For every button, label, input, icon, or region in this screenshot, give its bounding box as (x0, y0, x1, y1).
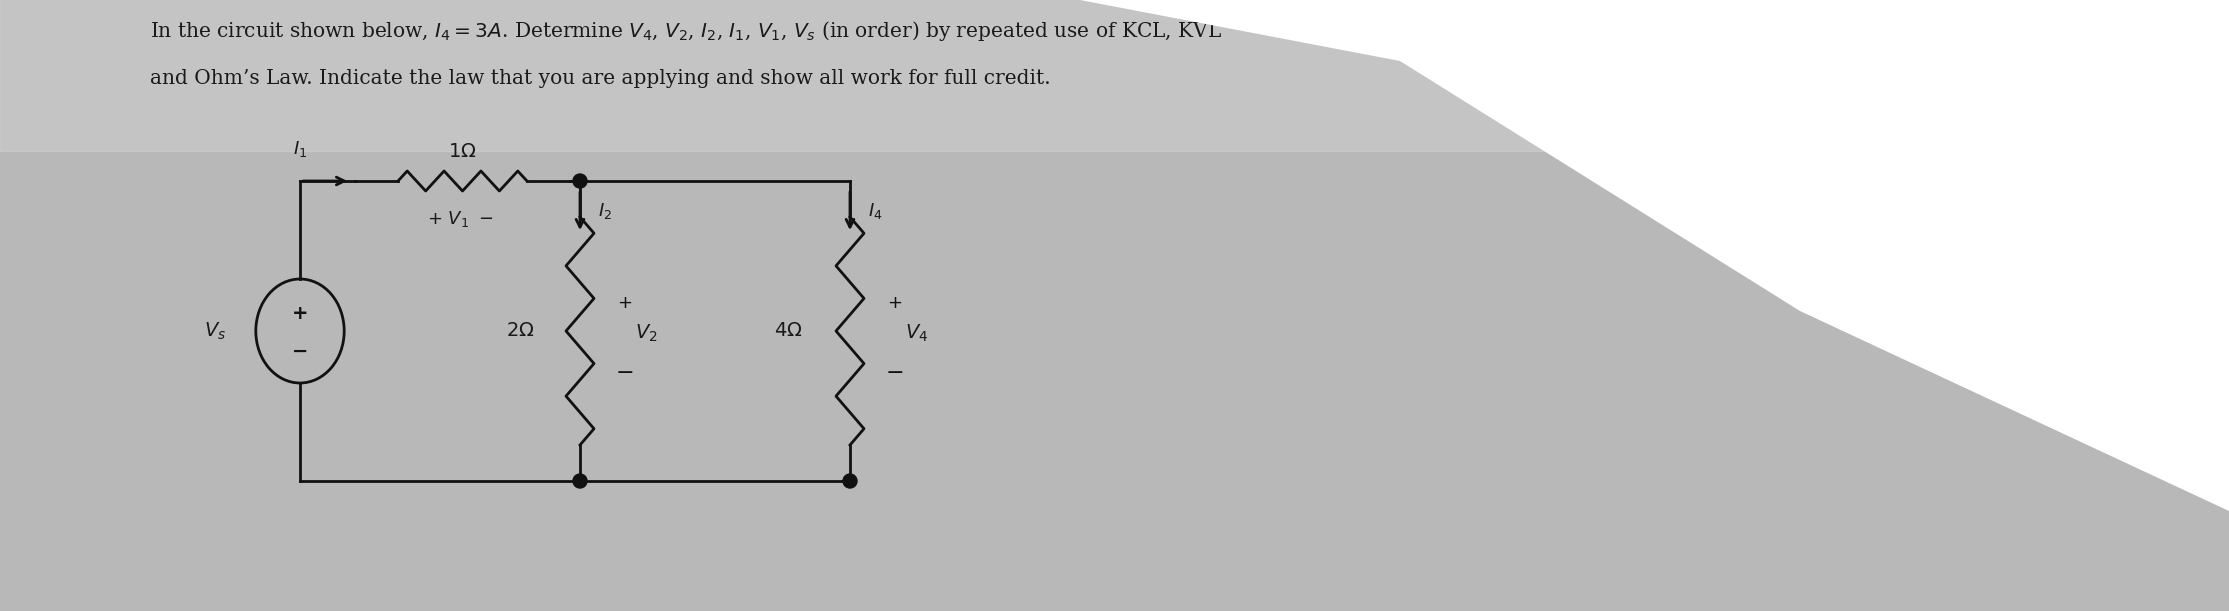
Bar (0, 0, 2229, 151)
Text: $2\Omega$: $2\Omega$ (506, 322, 535, 340)
Text: $I_4$: $I_4$ (867, 201, 883, 221)
Text: −: − (615, 363, 635, 383)
Text: $+\ V_1\ -$: $+\ V_1\ -$ (428, 209, 493, 229)
Circle shape (573, 474, 586, 488)
Circle shape (843, 474, 856, 488)
Text: $I_1$: $I_1$ (292, 139, 308, 159)
Text: +: + (887, 294, 903, 312)
Text: −: − (292, 342, 308, 360)
Text: $1\Omega$: $1\Omega$ (448, 143, 477, 161)
PathPatch shape (1081, 0, 2229, 611)
Circle shape (573, 174, 586, 188)
Text: and Ohm’s Law. Indicate the law that you are applying and show all work for full: and Ohm’s Law. Indicate the law that you… (149, 69, 1050, 88)
Text: $V_s$: $V_s$ (203, 320, 225, 342)
Text: $4\Omega$: $4\Omega$ (773, 322, 802, 340)
Text: −: − (885, 363, 905, 383)
Text: +: + (292, 304, 308, 323)
Text: $I_2$: $I_2$ (597, 201, 613, 221)
Text: $V_2$: $V_2$ (635, 323, 658, 343)
Text: +: + (617, 294, 633, 312)
Text: $V_4$: $V_4$ (905, 323, 927, 343)
Text: In the circuit shown below, $I_4 = 3A$. Determine $V_4$, $V_2$, $I_2$, $I_1$, $V: In the circuit shown below, $I_4 = 3A$. … (149, 19, 1221, 43)
